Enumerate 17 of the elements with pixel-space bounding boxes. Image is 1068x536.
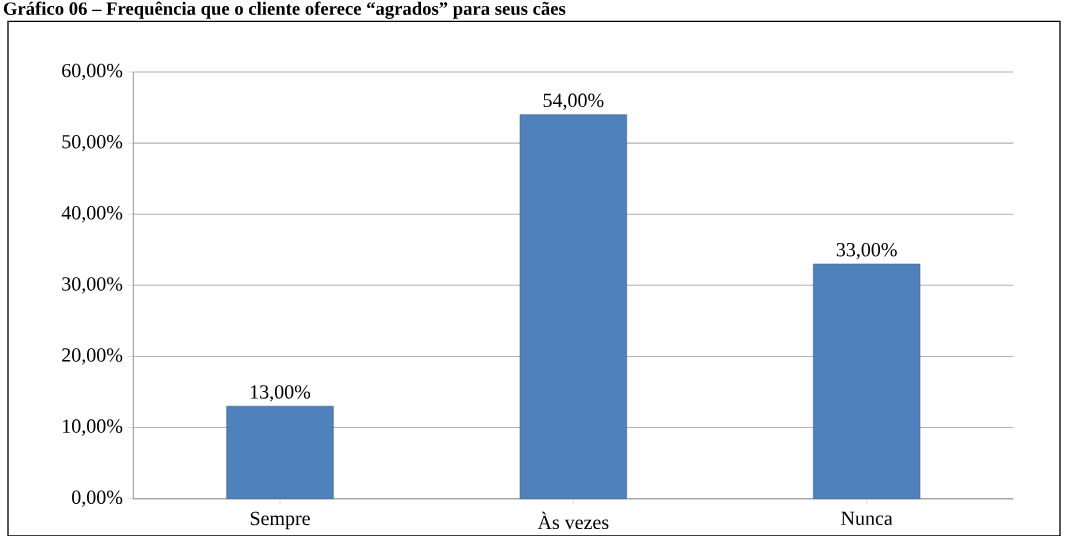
y-tick-label: 30,00% xyxy=(62,277,123,294)
bar xyxy=(813,263,921,499)
x-tick-label: Nunca xyxy=(841,511,893,526)
y-tick-label: 20,00% xyxy=(62,348,123,365)
x-tick-label: Às vezes xyxy=(537,511,609,530)
data-label: 13,00% xyxy=(250,385,311,402)
x-tick-label: Sempre xyxy=(250,511,310,530)
bar xyxy=(226,405,334,499)
data-label: 54,00% xyxy=(543,93,604,110)
y-tick-label: 60,00% xyxy=(62,63,123,81)
y-tick-label: 10,00% xyxy=(63,419,123,436)
y-tick-label: 0,00% xyxy=(72,490,123,507)
chart-title: Gráfico 06 – Frequência que o cliente oferece “agrados” para seus cães xyxy=(3,1,566,19)
bar xyxy=(519,114,627,499)
y-tick-label: 40,00% xyxy=(61,206,123,223)
data-label: 33,00% xyxy=(836,242,897,260)
y-tick-label: 50,00% xyxy=(62,134,123,152)
